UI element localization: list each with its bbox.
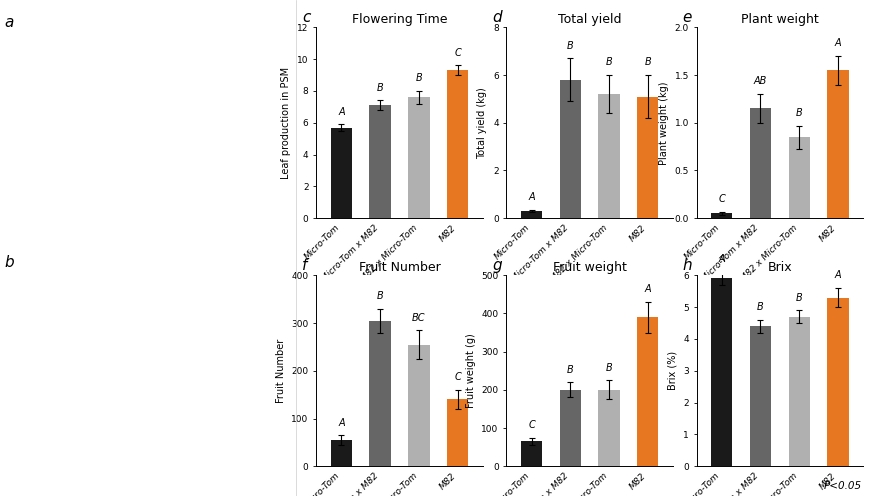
Text: g: g — [492, 258, 502, 273]
Title: Brix: Brix — [767, 261, 792, 274]
Y-axis label: Brix (%): Brix (%) — [667, 351, 678, 390]
Text: A: A — [834, 38, 841, 48]
Text: b: b — [4, 255, 14, 270]
Text: B: B — [645, 58, 652, 67]
Text: A: A — [834, 270, 841, 280]
Text: C: C — [719, 194, 725, 204]
Bar — [638, 97, 658, 218]
Bar — [331, 127, 352, 218]
Bar — [598, 94, 619, 218]
Title: Total yield: Total yield — [558, 13, 621, 26]
Text: BC: BC — [412, 312, 426, 322]
Title: Fruit Number: Fruit Number — [359, 261, 441, 274]
Bar — [408, 345, 429, 466]
Text: B: B — [605, 58, 612, 67]
Bar — [560, 80, 581, 218]
Text: e: e — [683, 10, 692, 25]
X-axis label: Genotype: Genotype — [566, 289, 613, 299]
Bar — [788, 316, 810, 466]
Text: B: B — [605, 363, 612, 372]
Title: Plant weight: Plant weight — [741, 13, 819, 26]
Text: A: A — [338, 418, 345, 428]
Text: A: A — [528, 192, 535, 202]
Text: a: a — [4, 15, 14, 30]
Text: A: A — [719, 254, 725, 264]
Text: C: C — [528, 420, 535, 430]
Bar — [408, 97, 429, 218]
Text: B: B — [377, 291, 383, 301]
Text: B: B — [567, 365, 574, 374]
Bar — [638, 317, 658, 466]
Text: B: B — [757, 302, 764, 312]
Bar — [598, 390, 619, 466]
Text: A: A — [338, 107, 345, 117]
Y-axis label: Leaf production in PSM: Leaf production in PSM — [281, 66, 292, 179]
Bar — [827, 70, 848, 218]
Bar — [750, 109, 771, 218]
Title: Fruit weight: Fruit weight — [553, 261, 626, 274]
Text: P<0.05: P<0.05 — [824, 481, 862, 491]
Text: AB: AB — [753, 76, 767, 86]
Bar — [788, 137, 810, 218]
Text: f: f — [302, 258, 307, 273]
Text: c: c — [302, 10, 311, 25]
Title: Flowering Time: Flowering Time — [352, 13, 447, 26]
Text: h: h — [683, 258, 692, 273]
Y-axis label: Fruit Number: Fruit Number — [276, 339, 286, 403]
Text: B: B — [567, 41, 574, 51]
Text: B: B — [377, 83, 383, 93]
Bar — [447, 399, 469, 466]
Text: d: d — [492, 10, 502, 25]
Y-axis label: Fruit weight (g): Fruit weight (g) — [466, 333, 476, 408]
Text: B: B — [796, 108, 802, 118]
Text: B: B — [415, 73, 422, 83]
Bar — [750, 326, 771, 466]
Bar — [369, 320, 391, 466]
Bar — [447, 70, 469, 218]
Text: C: C — [455, 48, 461, 58]
Bar — [369, 105, 391, 218]
X-axis label: Genotype: Genotype — [756, 289, 804, 299]
Bar — [711, 213, 733, 218]
Text: B: B — [796, 293, 802, 303]
Y-axis label: Total yield (kg): Total yield (kg) — [477, 87, 488, 159]
Bar — [560, 390, 581, 466]
Text: C: C — [455, 372, 461, 382]
Bar — [827, 298, 848, 466]
Text: A: A — [645, 284, 652, 295]
Bar — [331, 440, 352, 466]
Bar — [521, 441, 542, 466]
Bar — [711, 278, 733, 466]
Bar — [521, 211, 542, 218]
Y-axis label: Plant weight (kg): Plant weight (kg) — [659, 81, 669, 165]
